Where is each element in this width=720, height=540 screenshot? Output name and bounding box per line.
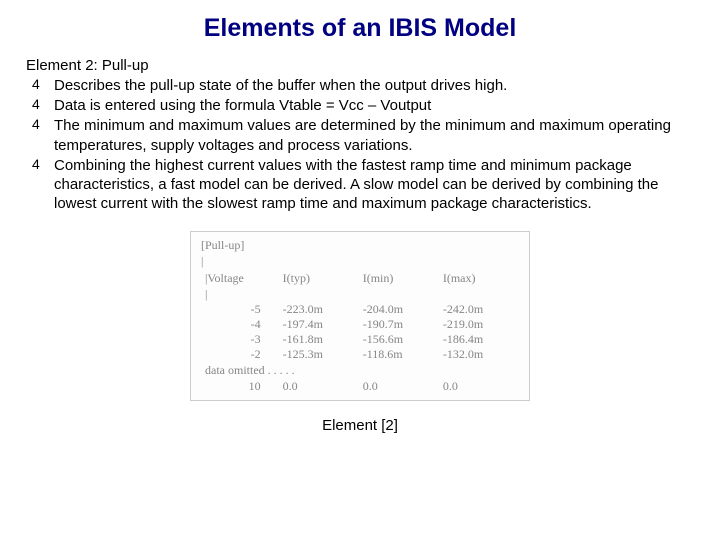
cell: -125.3m (279, 347, 359, 362)
col-imax: I(max) (439, 270, 519, 287)
checkmark-icon: 4 (32, 156, 40, 174)
checkmark-icon: 4 (32, 116, 40, 134)
cell: 0.0 (439, 379, 519, 394)
cell: -219.0m (439, 317, 519, 332)
data-table: |Voltage I(typ) I(min) I(max) | -5 -223.… (201, 270, 519, 394)
cell: -118.6m (359, 347, 439, 362)
bullet-item: 4 The minimum and maximum values are dete… (32, 116, 694, 154)
bullet-text: The minimum and maximum values are deter… (54, 117, 671, 153)
col-imin: I(min) (359, 270, 439, 287)
bullet-item: 4 Data is entered using the formula Vtabl… (32, 96, 694, 115)
table-row: -3 -161.8m -156.6m -186.4m (201, 332, 519, 347)
data-table-box: [Pull-up] | |Voltage I(typ) I(min) I(max… (190, 231, 530, 400)
cell: -223.0m (279, 302, 359, 317)
table-row: -5 -223.0m -204.0m -242.0m (201, 302, 519, 317)
table-preline: | (201, 287, 519, 302)
cell: -2 (201, 347, 279, 362)
cell: -204.0m (359, 302, 439, 317)
bullet-text: Data is entered using the formula Vtable… (54, 97, 431, 114)
table-preline: [Pull-up] (201, 238, 519, 254)
cell: -156.6m (359, 332, 439, 347)
cell: -132.0m (439, 347, 519, 362)
checkmark-icon: 4 (32, 76, 40, 94)
cell: -242.0m (439, 302, 519, 317)
cell: -161.8m (279, 332, 359, 347)
cell: -4 (201, 317, 279, 332)
bullet-text: Combining the highest current values wit… (54, 157, 659, 212)
figure-caption: Element [2] (26, 417, 694, 434)
cell: -186.4m (439, 332, 519, 347)
col-ityp: I(typ) (279, 270, 359, 287)
cell: -197.4m (279, 317, 359, 332)
cell: -190.7m (359, 317, 439, 332)
table-prelines: [Pull-up] | (201, 238, 519, 269)
table-header-row: |Voltage I(typ) I(min) I(max) (201, 270, 519, 287)
cell: 10 (201, 379, 279, 394)
table-row: -4 -197.4m -190.7m -219.0m (201, 317, 519, 332)
bullet-item: 4 Combining the highest current values wi… (32, 156, 694, 214)
bullet-list: 4 Describes the pull-up state of the buff… (26, 76, 694, 213)
cell: -5 (201, 302, 279, 317)
cell: -3 (201, 332, 279, 347)
table-omitted-row: data omitted . . . . . (201, 362, 519, 379)
cell: 0.0 (279, 379, 359, 394)
table-row: -2 -125.3m -118.6m -132.0m (201, 347, 519, 362)
omitted-text: data omitted . . . . . (201, 362, 519, 379)
cell: 0.0 (359, 379, 439, 394)
slide-title: Elements of an IBIS Model (26, 14, 694, 43)
table-preline: | (201, 254, 519, 270)
table-row: 10 0.0 0.0 0.0 (201, 379, 519, 394)
table-pipe-row: | (201, 287, 519, 302)
element-subtitle: Element 2: Pull-up (26, 57, 694, 74)
bullet-item: 4 Describes the pull-up state of the buff… (32, 76, 694, 95)
bullet-text: Describes the pull-up state of the buffe… (54, 77, 507, 94)
col-voltage: |Voltage (201, 270, 279, 287)
checkmark-icon: 4 (32, 96, 40, 114)
